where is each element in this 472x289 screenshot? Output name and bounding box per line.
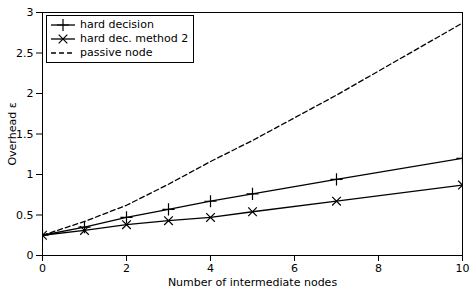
svg-text:2: 2 [123, 262, 130, 275]
svg-text:3: 3 [27, 6, 34, 19]
svg-text:1: 1 [27, 168, 34, 181]
svg-text:0: 0 [27, 249, 34, 262]
svg-text:Number of intermediate nodes: Number of intermediate nodes [168, 276, 338, 289]
html-text:passive node: passive node [80, 46, 153, 59]
svg-text:10: 10 [456, 262, 470, 275]
svg-text:0.5: 0.5 [16, 209, 34, 222]
html-text:hard decision: hard decision [80, 18, 154, 31]
svg-text:0: 0 [39, 262, 46, 275]
svg-text:Overhead ε: Overhead ε [6, 102, 19, 165]
svg-text:6: 6 [291, 262, 298, 275]
svg-text:2: 2 [27, 87, 34, 100]
svg-text:1.5: 1.5 [16, 127, 34, 141]
html-text:hard dec. method 2: hard dec. method 2 [80, 32, 189, 45]
svg-text:8: 8 [375, 262, 382, 275]
svg-text:4: 4 [207, 262, 214, 275]
svg-text:2.5: 2.5 [16, 47, 34, 60]
